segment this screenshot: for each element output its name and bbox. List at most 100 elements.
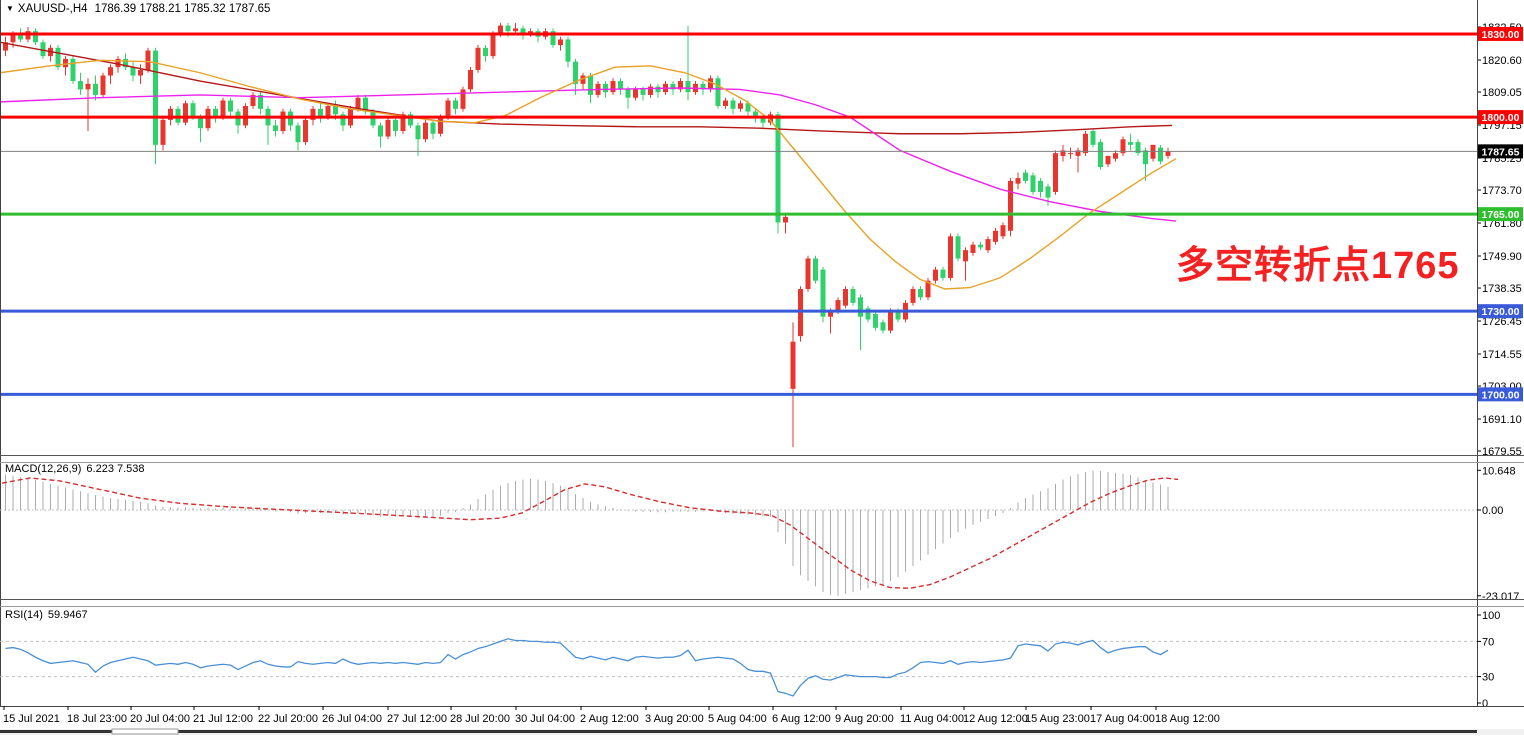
- candle: [40, 39, 46, 59]
- price-tick-label: 1809.05: [1482, 87, 1522, 99]
- candle: [1113, 150, 1118, 162]
- date-tick-label: 27 Jul 12:00: [387, 713, 447, 725]
- svg-text:1800.00: 1800.00: [1482, 112, 1520, 124]
- price-badge-1700.00: 1700.00: [1478, 387, 1523, 402]
- candle: [783, 214, 788, 234]
- date-tick-label: 12 Aug 12:00: [963, 713, 1028, 725]
- candle: [730, 97, 736, 115]
- symbol-dropdown-arrow-icon[interactable]: ▼: [6, 4, 14, 13]
- candle: [378, 122, 383, 148]
- ma-orange-fast: [0, 59, 1177, 290]
- candle: [978, 241, 983, 251]
- candle: [813, 255, 818, 284]
- macd-histogram: [5, 470, 1169, 596]
- date-tick-label: 22 Jul 20:00: [258, 713, 318, 725]
- candle: [955, 233, 961, 262]
- date-tick-label: 3 Aug 20:00: [645, 713, 704, 725]
- horizontal-levels: [0, 32, 1477, 396]
- horizontal-scrollbar[interactable]: [0, 728, 1524, 735]
- ohlc-values: 1786.39 1788.21 1785.32 1787.65: [94, 3, 271, 15]
- candle: [880, 319, 886, 334]
- candle: [1158, 144, 1163, 165]
- svg-text:1787.65: 1787.65: [1482, 146, 1520, 158]
- candle: [295, 122, 301, 151]
- candle: [985, 236, 991, 253]
- candle: [1045, 183, 1051, 206]
- candle: [145, 47, 151, 73]
- date-tick-label: 15 Jul 2021: [3, 713, 60, 725]
- date-tick-label: 15 Aug 23:00: [1025, 713, 1090, 725]
- main-chart-area[interactable]: [0, 0, 1477, 455]
- date-tick-label: 21 Jul 12:00: [193, 713, 253, 725]
- candle: [423, 119, 428, 143]
- scrollbar-track-right[interactable]: [178, 730, 1477, 733]
- candle: [3, 36, 8, 57]
- candle: [153, 47, 158, 165]
- candle: [273, 119, 278, 137]
- candle: [415, 122, 421, 156]
- candle: [1120, 136, 1126, 156]
- date-tick-label: 26 Jul 04:00: [322, 713, 382, 725]
- candle: [1165, 147, 1171, 159]
- rsi-area[interactable]: [0, 607, 1477, 705]
- scrollbar-thumb[interactable]: [111, 728, 179, 735]
- time-axis: 15 Jul 2021 18 Jul 23:00 20 Jul 04:00 21 Ju…: [3, 706, 1220, 725]
- candle: [550, 28, 556, 48]
- candle: [1068, 147, 1073, 159]
- macd-name: MACD(12,26,9): [5, 463, 82, 475]
- candle: [63, 56, 68, 76]
- rsi-tick-label: 100: [1482, 610, 1500, 622]
- candle: [483, 45, 488, 62]
- candle: [408, 111, 413, 129]
- candle: [790, 322, 796, 448]
- candle: [475, 45, 481, 73]
- candle: [78, 72, 83, 95]
- scrollbar-track-left[interactable]: [0, 730, 112, 733]
- rsi-tick-label: 70: [1482, 636, 1494, 648]
- candle: [1128, 133, 1133, 151]
- price-tick-label: 1738.35: [1482, 283, 1522, 295]
- date-tick-label: 6 Aug 12:00: [772, 713, 831, 725]
- macd-area[interactable]: [0, 462, 1477, 599]
- candle: [1000, 222, 1006, 240]
- date-tick-label: 18 Jul 23:00: [67, 713, 127, 725]
- date-tick-label: 11 Aug 04:00: [900, 713, 964, 725]
- candle: [573, 58, 578, 95]
- candle: [1015, 172, 1021, 190]
- price-tick-label: 1691.10: [1482, 414, 1522, 426]
- candle: [453, 97, 458, 115]
- candle: [393, 117, 398, 137]
- candle: [738, 100, 743, 112]
- date-tick-label: 17 Aug 04:00: [1090, 713, 1155, 725]
- candle: [963, 247, 968, 281]
- candle: [618, 78, 623, 95]
- candle: [468, 67, 473, 93]
- candle: [918, 286, 923, 301]
- candle: [70, 56, 76, 84]
- price-tick-label: 1679.55: [1482, 446, 1522, 458]
- candle: [303, 117, 308, 145]
- svg-text:1830.00: 1830.00: [1482, 29, 1520, 41]
- svg-text:1765.00: 1765.00: [1482, 209, 1520, 221]
- annotation-text: 多空转折点1765: [1176, 245, 1460, 287]
- candle: [565, 36, 571, 68]
- chart-header: ▼ XAUUSD-,H4 1786.39 1788.21 1785.32 1787.…: [6, 3, 270, 15]
- ma-darkred-slow: [0, 41, 1173, 135]
- date-tick-label: 9 Aug 20:00: [835, 713, 894, 725]
- candle: [228, 97, 233, 118]
- candle: [460, 86, 466, 112]
- candle: [55, 45, 61, 70]
- candle: [1008, 178, 1013, 237]
- macd-tick-label: -23.017: [1482, 591, 1519, 603]
- ma-magenta-medium: [0, 87, 1177, 222]
- candle: [648, 83, 653, 98]
- price-tick-label: 1820.60: [1482, 55, 1522, 67]
- candle: [430, 119, 436, 140]
- date-tick-label: 28 Jul 20:00: [450, 713, 510, 725]
- candle: [655, 83, 661, 98]
- date-tick-label: 2 Aug 12:00: [580, 713, 639, 725]
- rsi-tick-label: 0: [1482, 698, 1488, 710]
- candle: [970, 241, 976, 256]
